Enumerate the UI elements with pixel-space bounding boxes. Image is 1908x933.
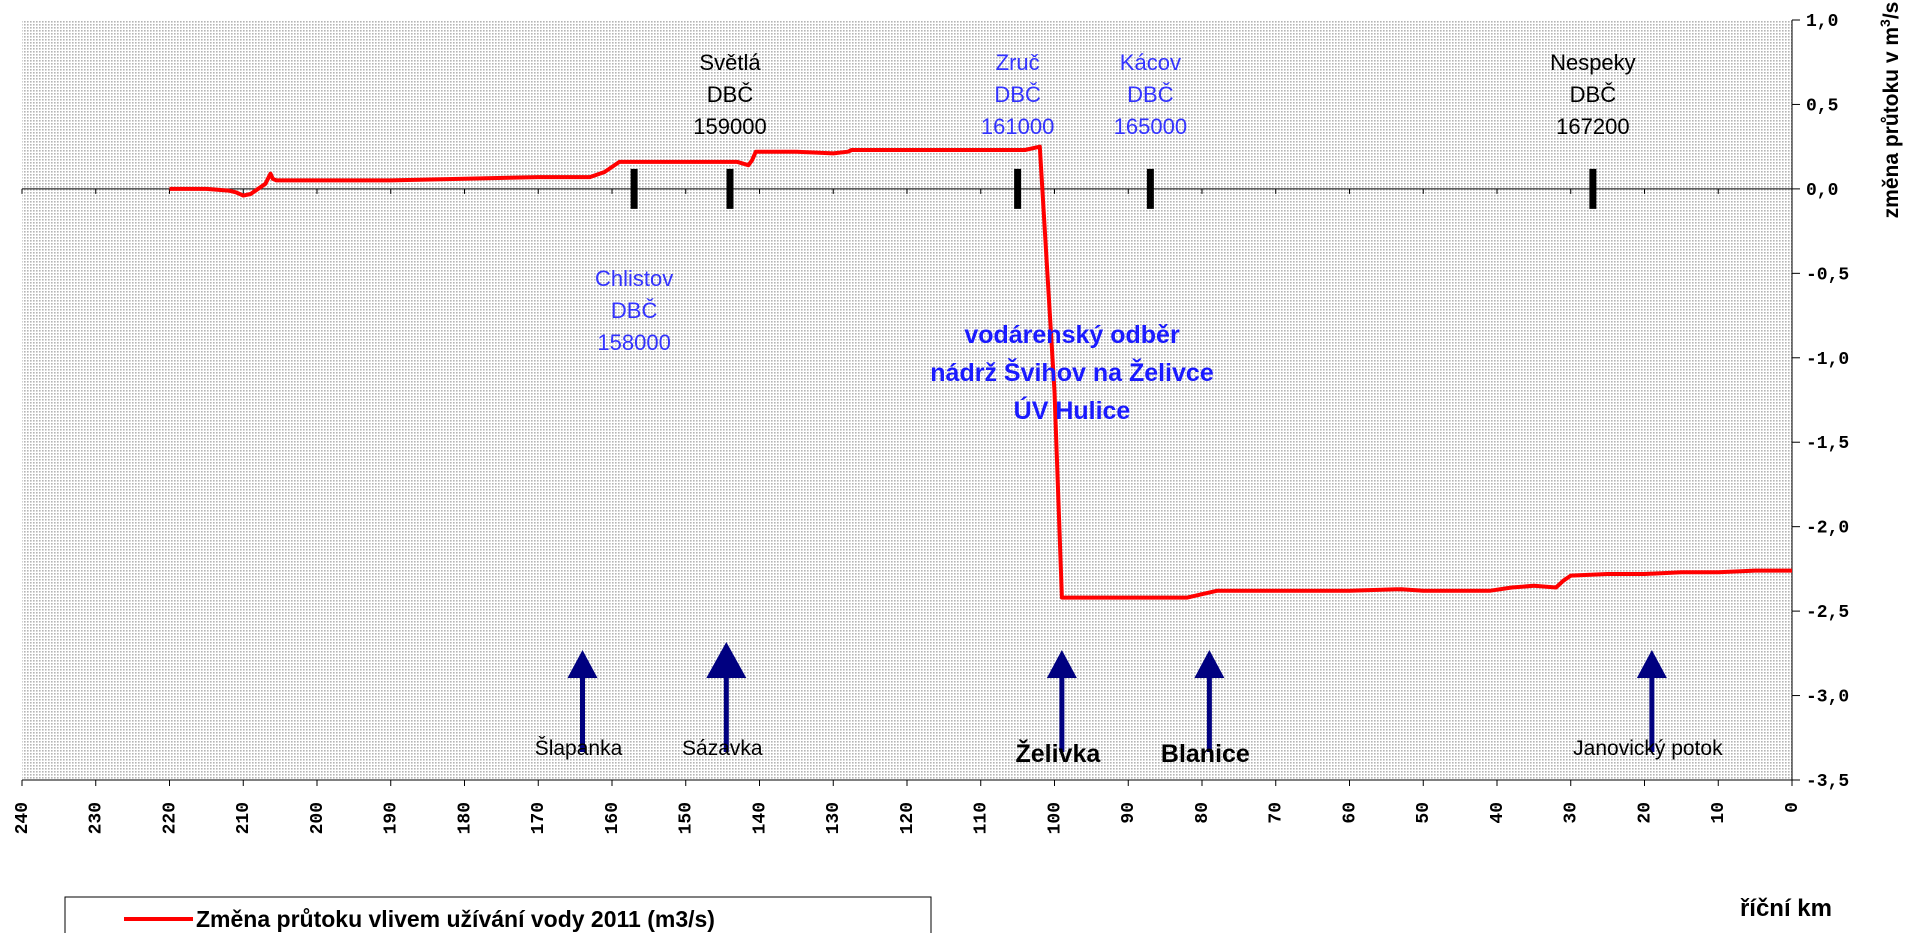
x-tick-label: 10: [1709, 802, 1729, 824]
x-tick-label: 230: [87, 802, 107, 834]
x-tick-label: 70: [1267, 802, 1287, 824]
station-label: Chlistov: [595, 266, 673, 291]
x-axis: 240 230 220 210 200 190 180 170 160 150 140 130 120 1…: [13, 188, 1803, 834]
x-tick-label: 50: [1414, 802, 1434, 824]
y-axis: 1,0 0,5 0,0 -0,5 -1,0 -1,5 -2,0 -2,5 -3,0 -3,5: [1791, 12, 1849, 792]
x-tick-label: 20: [1635, 802, 1655, 824]
station-label: 159000: [693, 114, 766, 139]
tributary-label: Janovický potok: [1573, 737, 1723, 760]
tributary-label: Šlapanka: [535, 737, 623, 760]
tributary-arrow-head: [706, 642, 747, 678]
y-tick-label: -2,0: [1806, 519, 1849, 539]
x-tick-label: 120: [898, 802, 918, 834]
legend-label: Změna průtoku vlivem užívání vody 2011 (…: [196, 906, 715, 932]
x-tick-label: 140: [750, 802, 770, 834]
station-label: 165000: [1114, 114, 1187, 139]
x-tick-label: 90: [1119, 802, 1139, 824]
y-tick-label: -1,5: [1806, 434, 1849, 454]
x-tick-label: 60: [1340, 802, 1360, 824]
station-label: 167200: [1556, 114, 1629, 139]
x-axis-label: říční km: [1740, 895, 1832, 922]
station-label: DBČ: [994, 82, 1041, 107]
x-tick-label: 150: [677, 802, 697, 834]
y-tick-label: -3,5: [1806, 772, 1849, 792]
annotation-group: vodárenský odběr nádrž Švihov na Želivce Ú…: [930, 321, 1214, 425]
y-tick-label: 0,5: [1806, 96, 1838, 116]
tributaries: Šlapanka Sázavka Želivka Blanice Janovický p…: [535, 642, 1723, 768]
x-tick-label: 110: [972, 802, 992, 834]
y-tick-label: 0,0: [1806, 181, 1838, 201]
x-tick-label: 210: [234, 802, 254, 834]
y-tick-label: -2,5: [1806, 603, 1849, 623]
station-label: DBČ: [611, 298, 658, 323]
legend-box: [64, 896, 932, 933]
station-label: Nespeky: [1550, 50, 1636, 75]
gauging-stations: Chlistov DBČ 158000 Světlá DBČ 159000 Zruč DBČ 1…: [595, 50, 1636, 355]
y-tick-label: -1,0: [1806, 350, 1849, 370]
station-label: DBČ: [1127, 82, 1174, 107]
station-label: Zruč: [996, 50, 1040, 75]
annotation-line: nádrž Švihov na Želivce: [930, 357, 1214, 387]
tributary-label: Želivka: [1015, 738, 1101, 768]
y-tick-label: 1,0: [1806, 12, 1838, 32]
plot-area: [22, 20, 1792, 780]
station-label: DBČ: [707, 82, 754, 107]
x-tick-label: 0: [1783, 802, 1803, 813]
x-tick-label: 190: [382, 802, 402, 834]
station-label: DBČ: [1570, 82, 1617, 107]
y-tick-label: -3,0: [1806, 688, 1849, 708]
x-tick-label: 160: [603, 802, 623, 834]
tributary-label: Sázavka: [682, 737, 763, 760]
x-tick-label: 40: [1488, 802, 1508, 824]
station-label: Kácov: [1120, 50, 1181, 75]
y-axis-label: změna průtoku v m3/s: [1877, 2, 1903, 219]
station-label: 158000: [597, 330, 670, 355]
x-tick-label: 240: [13, 802, 33, 834]
x-tick-label: 200: [308, 802, 328, 834]
x-tick-label: 130: [824, 802, 844, 834]
legend: Změna průtoku vlivem užívání vody 2011 (…: [64, 896, 932, 933]
annotation-line: vodárenský odběr: [964, 321, 1180, 349]
x-tick-label: 30: [1562, 802, 1582, 824]
x-tick-label: 180: [455, 802, 475, 834]
tributary-arrow-head: [1194, 650, 1225, 678]
x-tick-label: 170: [529, 802, 549, 834]
x-tick-label: 100: [1045, 802, 1065, 834]
tributary-label: Blanice: [1161, 740, 1250, 768]
y-axis-label-main: změna průtoku v m: [1880, 27, 1903, 218]
series-line: [169, 144, 1792, 600]
tributary-arrow-head: [1636, 650, 1667, 678]
tributary-arrow-head: [1046, 650, 1077, 678]
tributary-arrow-head: [567, 650, 598, 678]
station-label: Světlá: [699, 50, 761, 75]
y-tick-label: -0,5: [1806, 265, 1849, 285]
y-axis-label-tail: /s: [1880, 2, 1903, 20]
annotation-line: ÚV Hulice: [1014, 395, 1131, 425]
y-axis-label-sup: 3: [1877, 19, 1893, 27]
series-layer: [169, 144, 1792, 600]
x-tick-label: 80: [1193, 802, 1213, 824]
x-tick-label: 220: [160, 802, 180, 834]
station-label: 161000: [981, 114, 1054, 139]
